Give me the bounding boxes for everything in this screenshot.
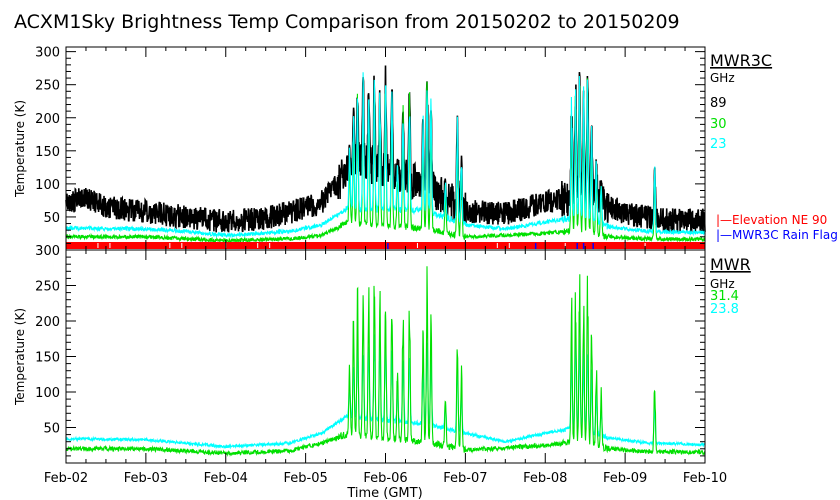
- x-tick-label: Feb-08: [523, 471, 567, 486]
- series-line-89: [65, 65, 706, 233]
- y-tick-label: 300: [35, 244, 60, 259]
- legend-89: 89: [710, 96, 727, 111]
- flag-rain: |—MWR3C Rain Flag: [716, 228, 838, 242]
- x-tick-label: Feb-04: [204, 471, 248, 486]
- y-tick-label: 100: [35, 178, 60, 193]
- legend-23: 23: [710, 137, 727, 152]
- y-tick-label: 50: [43, 211, 60, 226]
- y-tick-label: 200: [35, 315, 60, 330]
- x-tick-label: Feb-03: [124, 471, 168, 486]
- legend-30: 30: [710, 117, 727, 132]
- legend-unit-bottom: GHz: [710, 277, 735, 291]
- bottom-panel: 50 100 150 200 250 300 Temperature (K) Feb-02 Fe…: [13, 244, 727, 486]
- legend-unit-top: GHz: [710, 71, 735, 85]
- y-tick-label: 150: [35, 145, 60, 160]
- x-tick-label: Feb-07: [443, 471, 487, 486]
- y-axis-label: Temperature (K): [13, 308, 27, 406]
- y-tick-label: 250: [35, 79, 60, 94]
- legend-title-mwr3c: MWR3C: [710, 51, 772, 70]
- x-tick-label: Feb-09: [603, 471, 647, 486]
- y-tick-label: 250: [35, 280, 60, 295]
- chart-title: ACXM1Sky Brightness Temp Comparison from…: [14, 11, 680, 33]
- top-panel: 50 100 150 200 250 300 Temperature (K): [13, 46, 706, 251]
- legend-title-mwr: MWR: [710, 255, 751, 274]
- y-tick-label: 300: [35, 46, 60, 61]
- x-axis-label: Time (GMT): [346, 486, 422, 500]
- y-tick-label: 100: [35, 386, 60, 401]
- x-tick-label: Feb-10: [683, 471, 727, 486]
- x-tick-label: Feb-05: [284, 471, 328, 486]
- y-tick-label: 200: [35, 112, 60, 127]
- legend-31-4: 31.4: [710, 289, 739, 304]
- flag-elevation: |—Elevation NE 90: [716, 213, 827, 227]
- y-axis-label: Temperature (K): [13, 100, 27, 198]
- legend-23-8: 23.8: [710, 302, 739, 317]
- series-line-23: [65, 72, 706, 239]
- series-line-31-4: [65, 266, 706, 457]
- x-tick-label: Feb-06: [363, 471, 407, 486]
- y-tick-label: 50: [43, 422, 60, 437]
- y-tick-label: 150: [35, 351, 60, 366]
- x-tick-label: Feb-02: [44, 471, 88, 486]
